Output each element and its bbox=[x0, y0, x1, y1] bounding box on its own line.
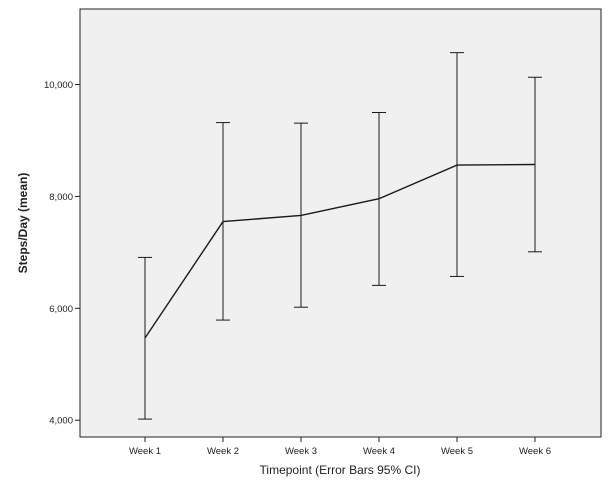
x-tick-label: Week 2 bbox=[207, 446, 239, 457]
x-tick-label: Week 6 bbox=[519, 446, 551, 457]
y-axis: 4,000 6,000 8,000 10,000 bbox=[44, 80, 80, 427]
x-axis-title: Timepoint (Error Bars 95% CI) bbox=[260, 463, 421, 477]
x-tick-label: Week 3 bbox=[285, 446, 317, 457]
error-bar bbox=[138, 256, 152, 420]
y-tick-label: 6,000 bbox=[49, 304, 73, 315]
mean-line bbox=[144, 163, 536, 339]
y-tick-label: 10,000 bbox=[44, 80, 73, 91]
x-tick-label: Week 4 bbox=[363, 446, 395, 457]
plot-area bbox=[79, 8, 602, 438]
y-tick-label: 8,000 bbox=[49, 192, 73, 203]
y-tick-label: 4,000 bbox=[49, 416, 73, 427]
x-tick-label: Week 5 bbox=[441, 446, 473, 457]
x-tick-label: Week 1 bbox=[129, 446, 161, 457]
x-axis: Week 1 Week 2 Week 3 Week 4 Week 5 Week 6 bbox=[129, 437, 551, 457]
y-axis-title: Steps/Day (mean) bbox=[16, 173, 30, 274]
series-lines bbox=[144, 163, 536, 339]
